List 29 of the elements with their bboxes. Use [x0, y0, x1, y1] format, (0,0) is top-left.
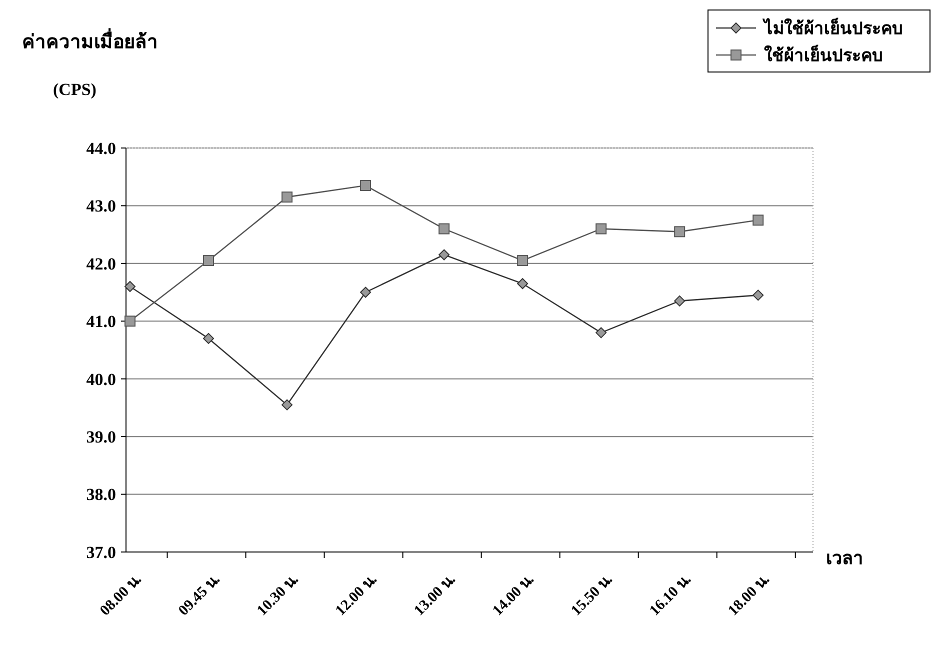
point: [674, 295, 686, 306]
point: [282, 192, 293, 203]
point: [596, 327, 607, 338]
y-tick-label: 42.0: [86, 254, 116, 274]
legend-label: ไม่ใช้ผ้าเย็นประคบ: [762, 16, 903, 38]
point: [752, 214, 764, 226]
point: [674, 226, 686, 238]
y-tick-label: 37.0: [86, 542, 116, 562]
point: [203, 255, 214, 266]
y-tick-label: 39.0: [86, 428, 116, 447]
y-tick-label: 38.0: [86, 485, 116, 504]
legend-label: ใช้ผ้าเย็นประคบ: [764, 42, 883, 65]
y-tick-label: 44.0: [86, 138, 116, 158]
point: [360, 286, 372, 298]
point: [517, 278, 528, 290]
point: [203, 332, 214, 344]
point: [282, 399, 293, 410]
y-tick-label: 43.0: [86, 196, 116, 216]
point: [360, 180, 372, 192]
point: [752, 290, 764, 301]
point: [517, 255, 528, 266]
point: [596, 223, 607, 234]
point: [124, 281, 136, 292]
y-tick-label: 40.0: [86, 370, 116, 389]
point: [124, 316, 136, 327]
point: [438, 223, 450, 234]
y-tick-label: 41.0: [86, 312, 116, 332]
point: [438, 249, 450, 260]
x-axis-title: เวลา: [826, 548, 863, 568]
